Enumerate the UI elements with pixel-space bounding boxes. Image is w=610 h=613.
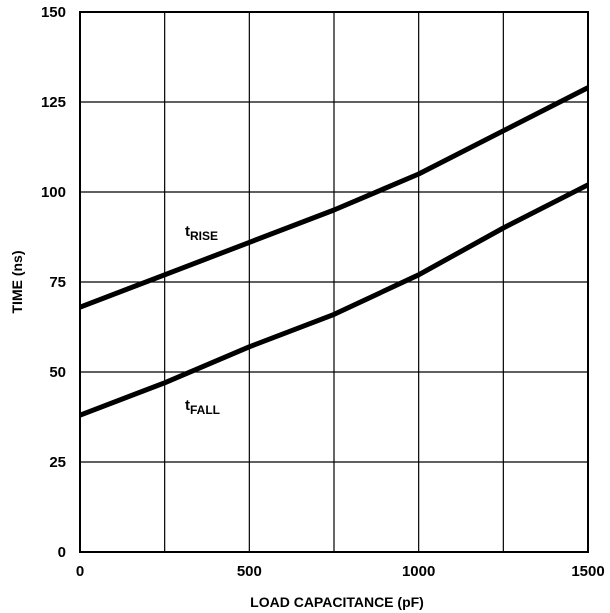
series-line-fall xyxy=(79,182,590,418)
y-tick-label: 100 xyxy=(41,184,66,201)
x-tick-label: 1000 xyxy=(402,563,435,580)
x-tick-label: 500 xyxy=(237,563,262,580)
y-tick-label: 75 xyxy=(49,274,66,291)
series-line-rise xyxy=(79,85,590,310)
x-tick-label: 0 xyxy=(76,563,84,580)
x-axis-title: LOAD CAPACITANCE (pF) xyxy=(250,594,424,610)
series-lines xyxy=(79,85,590,418)
series-label-fall-sub: FALL xyxy=(190,403,220,417)
x-tick-labels: 0 500 1000 1500 xyxy=(76,563,605,580)
y-tick-label: 25 xyxy=(49,454,66,471)
plot-frame xyxy=(79,11,589,553)
series-label-rise-sub: RISE xyxy=(190,229,218,243)
y-tick-labels: 0 25 50 75 100 125 150 xyxy=(41,4,66,561)
x-tick-label: 1500 xyxy=(571,563,604,580)
series-label-rise-main: t xyxy=(185,223,190,240)
y-tick-label: 50 xyxy=(49,364,66,381)
series-label-fall: tFALL xyxy=(185,397,220,417)
y-tick-label: 150 xyxy=(41,4,66,21)
series-label-fall-main: t xyxy=(185,397,190,414)
y-tick-label: 125 xyxy=(41,94,66,111)
series-label-rise: tRISE xyxy=(185,223,218,243)
y-axis-title: TIME (ns) xyxy=(9,251,25,314)
grid xyxy=(80,12,588,552)
y-tick-label: 0 xyxy=(58,544,66,561)
